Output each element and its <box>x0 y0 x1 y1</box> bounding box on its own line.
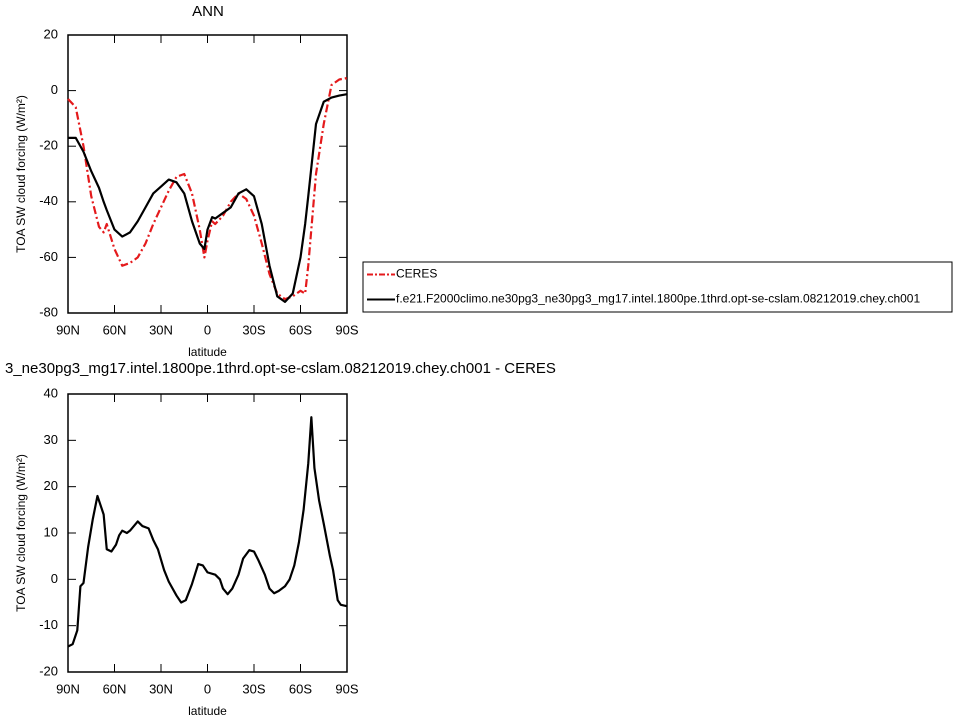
x-tick-label: 90S <box>335 681 358 696</box>
x-tick-label: 90N <box>56 681 80 696</box>
y-tick-label: 30 <box>44 432 58 447</box>
x-axis-label: latitude <box>188 704 227 718</box>
y-axis-label: TOA SW cloud forcing (W/m²) <box>14 95 28 253</box>
y-tick-label: 0 <box>51 571 58 586</box>
y-tick-label: -20 <box>39 138 58 153</box>
y-tick-label: 20 <box>44 478 58 493</box>
x-tick-label: 60S <box>289 681 312 696</box>
y-tick-label: 0 <box>51 82 58 97</box>
y-tick-label: -10 <box>39 617 58 632</box>
y-tick-label: -40 <box>39 193 58 208</box>
legend-box <box>362 261 953 313</box>
x-axis-label: latitude <box>188 345 227 359</box>
x-tick-label: 30S <box>242 681 265 696</box>
y-tick-label: -20 <box>39 663 58 678</box>
data-line <box>67 77 348 301</box>
y-axis-label: TOA SW cloud forcing (W/m²) <box>14 454 28 612</box>
x-tick-label: 60N <box>103 322 127 337</box>
x-tick-label: 60N <box>103 681 127 696</box>
legend-text: CERES <box>396 267 437 281</box>
plot-frame <box>67 393 348 673</box>
data-line <box>68 93 348 303</box>
x-tick-label: 30N <box>149 681 173 696</box>
x-tick-label: 90N <box>56 322 80 337</box>
plot-frame <box>67 34 348 314</box>
legend-text: f.e21.F2000climo.ne30pg3_ne30pg3_mg17.in… <box>396 292 920 306</box>
x-tick-label: 0 <box>204 681 211 696</box>
chart-title: ANN <box>192 3 224 20</box>
y-tick-label: 20 <box>44 26 58 41</box>
x-tick-label: 30N <box>149 322 173 337</box>
y-tick-label: 40 <box>44 385 58 400</box>
x-tick-label: 30S <box>242 322 265 337</box>
y-tick-label: 10 <box>44 524 58 539</box>
y-tick-label: -80 <box>39 304 58 319</box>
x-tick-label: 90S <box>335 322 358 337</box>
data-line <box>67 416 348 648</box>
x-tick-label: 0 <box>204 322 211 337</box>
x-tick-label: 60S <box>289 322 312 337</box>
y-tick-label: -60 <box>39 249 58 264</box>
chart-title: 3_ne30pg3_mg17.intel.1800pe.1thrd.opt-se… <box>5 360 556 377</box>
